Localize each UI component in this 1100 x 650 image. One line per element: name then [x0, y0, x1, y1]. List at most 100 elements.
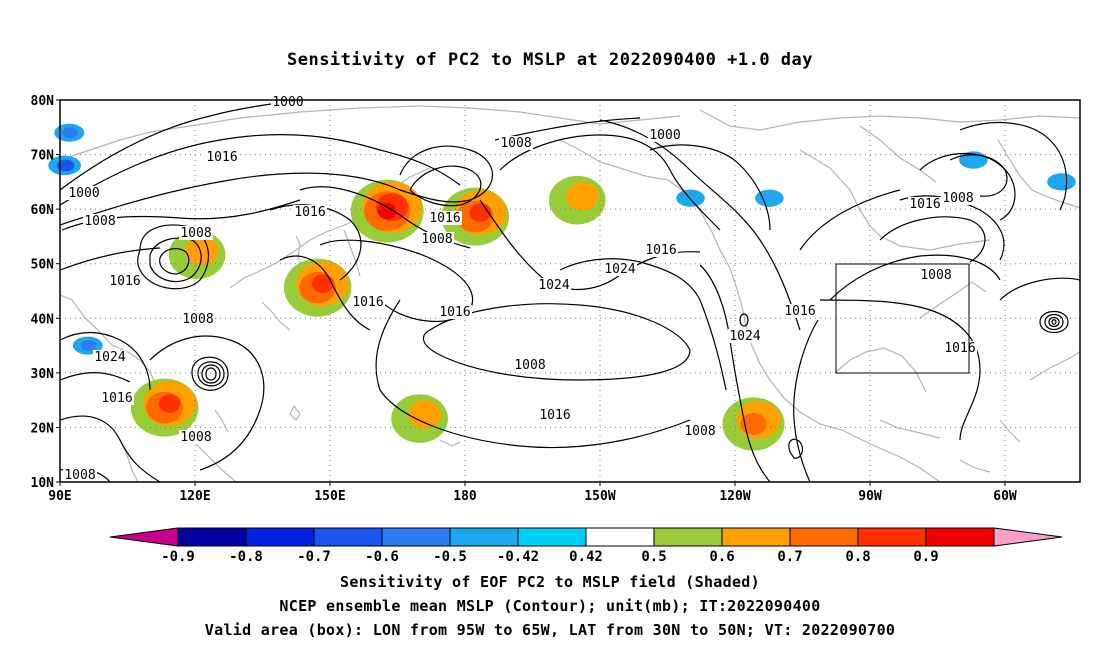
contour-label-bg: [438, 305, 472, 319]
contour-label: 1016: [101, 391, 132, 406]
colorbar-label: -0.8: [229, 549, 263, 565]
isobar-contour: [409, 165, 482, 207]
isobar-contour: [1051, 319, 1057, 325]
colorbar-swatch: [721, 527, 791, 547]
sensitivity-positive-patch: [185, 236, 219, 265]
coastline: [419, 105, 681, 125]
x-tick-label: 90E: [48, 489, 71, 500]
isobar-contour: [59, 247, 161, 271]
coastline: [799, 149, 991, 251]
isobar-contour: [279, 255, 371, 331]
coastline: [959, 459, 991, 473]
contour-label-bg: [941, 191, 975, 205]
colorbar-swatch: [177, 527, 247, 547]
y-tick-label: 60N: [31, 203, 55, 218]
isobar-contour: [205, 367, 217, 381]
sensitivity-positive-patch: [377, 203, 397, 220]
contour-label-bg: [420, 232, 454, 246]
isobar-contour: [739, 313, 749, 327]
contour-label-bg: [179, 226, 213, 240]
isobar-contour: [1048, 316, 1060, 328]
contour-label: 1016: [784, 304, 815, 319]
colorbar-label: -0.7: [297, 549, 331, 565]
contour-label: 1000: [68, 186, 99, 201]
contour-label: 1008: [684, 424, 715, 439]
coastline: [999, 419, 1021, 443]
colorbar-label: -0.9: [161, 549, 195, 565]
isobar-contour: [197, 361, 225, 387]
coastline: [859, 125, 937, 183]
contour-label-bg: [648, 128, 682, 142]
contour-label: 1016: [645, 243, 676, 258]
isobar-contour: [788, 438, 804, 459]
colorbar-right-arrow: [993, 527, 1063, 547]
isobar-contour: [959, 122, 1068, 211]
x-tick-label: 180: [453, 489, 477, 500]
coastline: [59, 105, 421, 161]
isobar-contour: [829, 254, 1001, 301]
footer-line-2: NCEP ensemble mean MSLP (Contour); unit(…: [279, 597, 821, 615]
colorbar-label: 0.5: [641, 549, 666, 565]
contour-label-bg: [100, 391, 134, 405]
contour-label-bg: [538, 408, 572, 422]
coastline: [229, 221, 353, 289]
contour-label: 1008: [182, 312, 213, 327]
y-tick-label: 70N: [31, 149, 55, 164]
sensitivity-negative-patch: [1047, 173, 1076, 191]
contour-label: 1016: [294, 205, 325, 220]
colorbar-swatch: [653, 527, 723, 547]
contour-label-bg: [513, 358, 547, 372]
contour-label-bg: [683, 424, 717, 438]
isobar-contour: [699, 264, 771, 483]
contour-label-bg: [351, 295, 385, 309]
y-tick-label: 20N: [31, 421, 55, 436]
sensitivity-negative-patch: [755, 189, 784, 207]
coastline: [835, 347, 927, 393]
contour-label: 1008: [514, 358, 545, 373]
colorbar-swatch: [245, 527, 315, 547]
isobar-contour: [949, 154, 1008, 197]
chart-title: Sensitivity of PC2 to MSLP at 2022090400…: [286, 50, 813, 70]
x-tick-label: 150E: [314, 489, 345, 500]
isobar-contour: [201, 364, 221, 384]
contour-label: 1016: [109, 274, 140, 289]
isobar-contour: [191, 356, 229, 391]
coastline: [261, 301, 291, 331]
footer-line-3: Valid area (box): LON from 95W to 65W, L…: [204, 621, 896, 639]
contour-label: 1008: [180, 226, 211, 241]
isobar-contour: [59, 145, 494, 226]
isobar-contour: [159, 248, 190, 275]
isobar-contour: [59, 372, 131, 383]
isobar-contour: [999, 277, 1081, 301]
sensitivity-positive-patch: [311, 274, 334, 293]
sensitivity-negative-patch: [676, 189, 705, 207]
isobar-contour: [375, 299, 691, 449]
colorbar-label: -0.5: [433, 549, 467, 565]
contour-label: 1016: [439, 305, 470, 320]
colorbar-swatch: [585, 527, 655, 547]
colorbar-swatch: [381, 527, 451, 547]
coastline: [919, 281, 987, 319]
contour-label: 1008: [920, 268, 951, 283]
isobar-contour: [59, 99, 301, 191]
isobar-contour: [59, 331, 151, 391]
isobar-contour: [879, 216, 986, 263]
contour-label-bg: [728, 329, 762, 343]
contour-label: 1024: [604, 262, 635, 277]
valid-area-box: [835, 263, 970, 374]
coastline: [879, 419, 941, 439]
isobar-contour: [59, 415, 161, 483]
coastline: [214, 409, 229, 433]
x-tick-label: 90W: [858, 489, 882, 500]
isobar-contour: [649, 144, 771, 231]
colorbar-swatch: [517, 527, 587, 547]
coastline: [841, 429, 941, 483]
contour-label: 1008: [942, 191, 973, 206]
y-tick-label: 80N: [31, 94, 55, 109]
x-tick-label: 120E: [179, 489, 210, 500]
contour-label-bg: [181, 312, 215, 326]
colorbar-left-arrow: [109, 527, 179, 547]
coastline: [559, 139, 669, 181]
contour-label: 1016: [944, 341, 975, 356]
contour-label-bg: [499, 136, 533, 150]
